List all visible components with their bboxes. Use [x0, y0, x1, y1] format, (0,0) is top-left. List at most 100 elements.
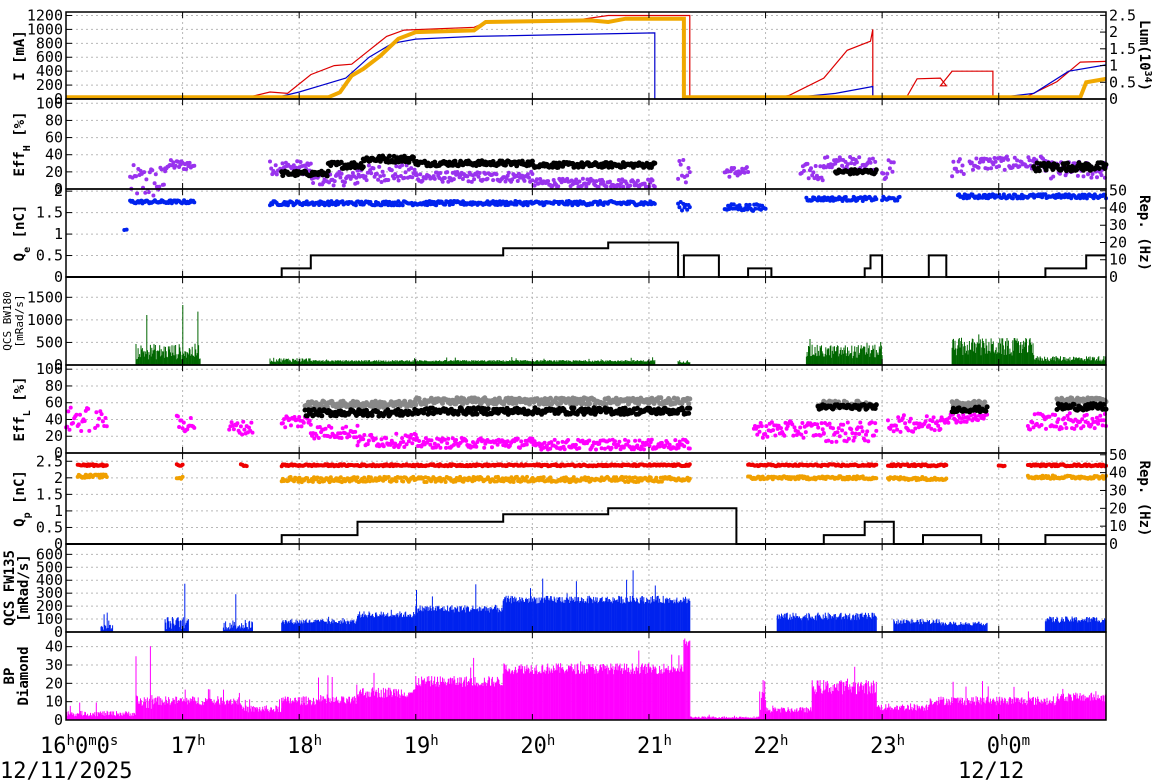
data-point [958, 420, 963, 425]
data-point [594, 447, 598, 452]
y2-tick-label: 2 [1109, 23, 1118, 41]
data-point [296, 424, 300, 429]
y-tick-label: 20 [45, 163, 63, 181]
data-point [857, 155, 862, 160]
data-point [609, 445, 614, 450]
data-point [1072, 426, 1077, 431]
data-point [460, 177, 465, 181]
data-point [491, 178, 496, 183]
data-point [1065, 413, 1070, 418]
data-point [687, 170, 692, 175]
data-point [527, 175, 531, 180]
data-point [409, 432, 414, 437]
data-point [566, 438, 571, 442]
data-point [677, 439, 682, 444]
panel-qcs_bw180: 0 500 1000 1500 QCS BW180 [mRad/s] [1, 276, 1107, 374]
data-point [1054, 424, 1059, 429]
y2-tick-label: 50 [1109, 182, 1127, 200]
data-point [987, 157, 992, 162]
data-point [652, 201, 657, 206]
data-point [410, 175, 415, 180]
data-point [238, 424, 243, 429]
data-point [173, 163, 178, 168]
data-point [792, 425, 797, 430]
data-point [782, 433, 787, 438]
data-point [373, 436, 378, 441]
data-point [157, 184, 162, 189]
data-point [307, 418, 312, 423]
data-point [494, 172, 499, 177]
data-point [366, 438, 371, 443]
data-point [94, 410, 99, 415]
data-point [99, 412, 104, 417]
data-point [440, 179, 445, 184]
data-point [982, 399, 988, 405]
data-point [494, 199, 499, 204]
data-point [400, 163, 405, 168]
data-point [628, 183, 633, 188]
data-point [895, 198, 900, 203]
data-point [1089, 175, 1094, 180]
data-point [984, 404, 990, 410]
data-point [495, 442, 500, 447]
data-point [775, 426, 780, 431]
data-point [843, 195, 848, 199]
data-point [404, 442, 409, 447]
data-point [100, 419, 105, 424]
data-point [840, 163, 845, 168]
data-point [76, 422, 81, 427]
data-point [680, 208, 684, 213]
data-point [974, 156, 979, 161]
data-point [960, 163, 965, 168]
data-point [935, 420, 939, 424]
y-tick-label: 40 [45, 411, 63, 429]
data-point [870, 156, 875, 161]
data-point [816, 425, 821, 430]
data-point [423, 176, 428, 181]
data-point [886, 418, 890, 423]
data-point [339, 436, 344, 440]
data-point [1034, 421, 1039, 426]
data-point [379, 180, 384, 184]
data-point [338, 159, 344, 165]
data-point [947, 415, 952, 420]
data-point [294, 165, 299, 170]
data-point [936, 423, 941, 428]
y-tick-label: 80 [45, 377, 63, 395]
data-point [650, 178, 655, 183]
data-point [432, 176, 437, 181]
data-point [361, 437, 366, 442]
data-point [845, 420, 850, 425]
data-point [851, 438, 856, 443]
data-point [727, 174, 732, 179]
data-point [798, 425, 803, 430]
y2-tick-label: 40 [1109, 199, 1127, 217]
data-point [477, 171, 482, 175]
data-point [1092, 426, 1097, 431]
data-point [849, 161, 854, 166]
data-point [866, 439, 871, 444]
y-axis-title: EffL [%] [12, 376, 33, 441]
data-point [931, 415, 936, 420]
y2-tick-label: 20 [1109, 234, 1127, 252]
data-point [451, 177, 456, 182]
data-point [852, 435, 857, 440]
data-point [406, 439, 411, 444]
data-point [67, 427, 72, 432]
data-point [927, 423, 931, 428]
data-point [438, 171, 443, 175]
data-point [966, 416, 971, 421]
data-point [347, 434, 352, 439]
data-point [446, 436, 451, 441]
data-point [746, 170, 751, 174]
data-point [1065, 160, 1071, 166]
data-point [432, 159, 438, 165]
data-point [891, 429, 896, 434]
data-point [366, 163, 371, 168]
data-point [818, 433, 823, 438]
data-point [623, 437, 627, 442]
data-point [1098, 413, 1103, 418]
data-point [969, 160, 974, 165]
